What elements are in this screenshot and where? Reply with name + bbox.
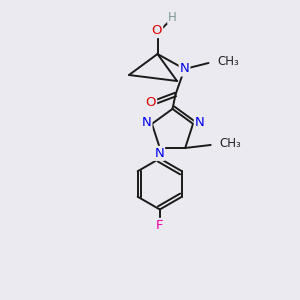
Text: CH₃: CH₃ <box>219 137 241 150</box>
Text: N: N <box>180 62 189 76</box>
Text: N: N <box>154 147 164 160</box>
Text: O: O <box>146 95 156 109</box>
Text: H: H <box>168 11 177 24</box>
Text: N: N <box>142 116 152 129</box>
Text: F: F <box>156 219 164 232</box>
Text: O: O <box>152 24 162 37</box>
Text: CH₃: CH₃ <box>217 55 239 68</box>
Text: N: N <box>195 116 205 129</box>
